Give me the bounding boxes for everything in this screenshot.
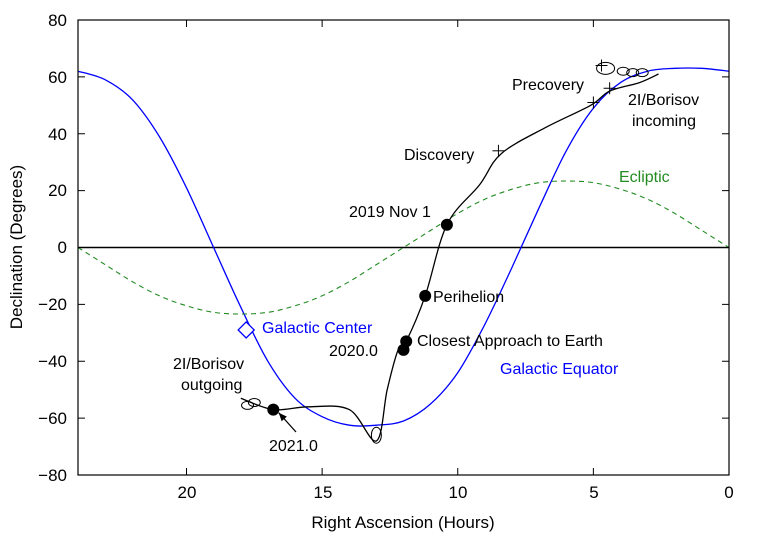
x-tick-label-5: 5 <box>589 483 598 502</box>
marker-precovery-3 <box>603 82 616 95</box>
x-tick-label-0: 0 <box>724 483 733 502</box>
incoming-loop-3 <box>616 66 630 76</box>
discovery-label: Discovery <box>404 147 474 164</box>
outgoing-loop-3 <box>370 426 382 444</box>
y-tick-label-40: 40 <box>48 125 67 144</box>
borisov-outgoing-label-line2: outgoing <box>181 377 242 394</box>
x-tick-label-20: 20 <box>178 483 197 502</box>
marker-precovery-2 <box>587 96 600 109</box>
galactic-equator-label: Galactic Equator <box>500 361 619 378</box>
y-tick-label-minus40: −40 <box>38 352 67 371</box>
marker-2020-0 <box>397 343 410 356</box>
outgoing-loop-1 <box>247 397 261 407</box>
series-galactic-equator <box>77 67 730 427</box>
incoming-loop-1 <box>635 68 649 78</box>
outgoing-loop-2 <box>241 400 255 410</box>
y-tick-label-80: 80 <box>48 11 67 30</box>
y-tick-label-0: 0 <box>58 238 67 257</box>
y-tick-label-minus60: −60 <box>38 409 67 428</box>
x-tick-label-10: 10 <box>449 483 468 502</box>
x-tick-label-15: 15 <box>314 483 333 502</box>
x-axis-label: Right Ascension (Hours) <box>311 513 494 532</box>
y-tick-label-60: 60 <box>48 68 67 87</box>
closest-approach-label: Closest Approach to Earth <box>417 333 603 350</box>
y-tick-label-minus20: −20 <box>38 295 67 314</box>
nov1-label: 2019 Nov 1 <box>349 204 431 221</box>
y-tick-label-minus80: −80 <box>38 466 67 485</box>
galactic-center-label: Galactic Center <box>262 320 373 337</box>
borisov-incoming-label-line1: 2I/Borisov <box>628 92 699 109</box>
incoming-loop-4 <box>596 61 616 75</box>
year-2020-label: 2020.0 <box>329 343 378 360</box>
y-axis-label: Declination (Degrees) <box>7 165 26 329</box>
galactic-center-marker <box>237 321 256 339</box>
incoming-loop-2 <box>626 68 640 78</box>
plot-frame <box>77 19 730 476</box>
year-2021-label: 2021.0 <box>269 438 318 455</box>
marker-2019-nov-1 <box>440 218 453 231</box>
borisov-incoming-label-line2: incoming <box>632 113 696 130</box>
marker-precovery <box>595 59 608 72</box>
ecliptic-label: Ecliptic <box>619 169 670 186</box>
marker-perihelion <box>419 289 432 302</box>
arrow-2021-head <box>278 412 287 422</box>
markers <box>237 59 616 433</box>
marker-discovery <box>492 144 505 157</box>
precovery-label: Precovery <box>512 77 584 94</box>
perihelion-label: Perihelion <box>433 289 504 306</box>
marker-2021-0 <box>267 403 280 416</box>
borisov-outgoing-label-line1: 2I/Borisov <box>173 356 244 373</box>
y-tick-label-20: 20 <box>48 181 67 200</box>
